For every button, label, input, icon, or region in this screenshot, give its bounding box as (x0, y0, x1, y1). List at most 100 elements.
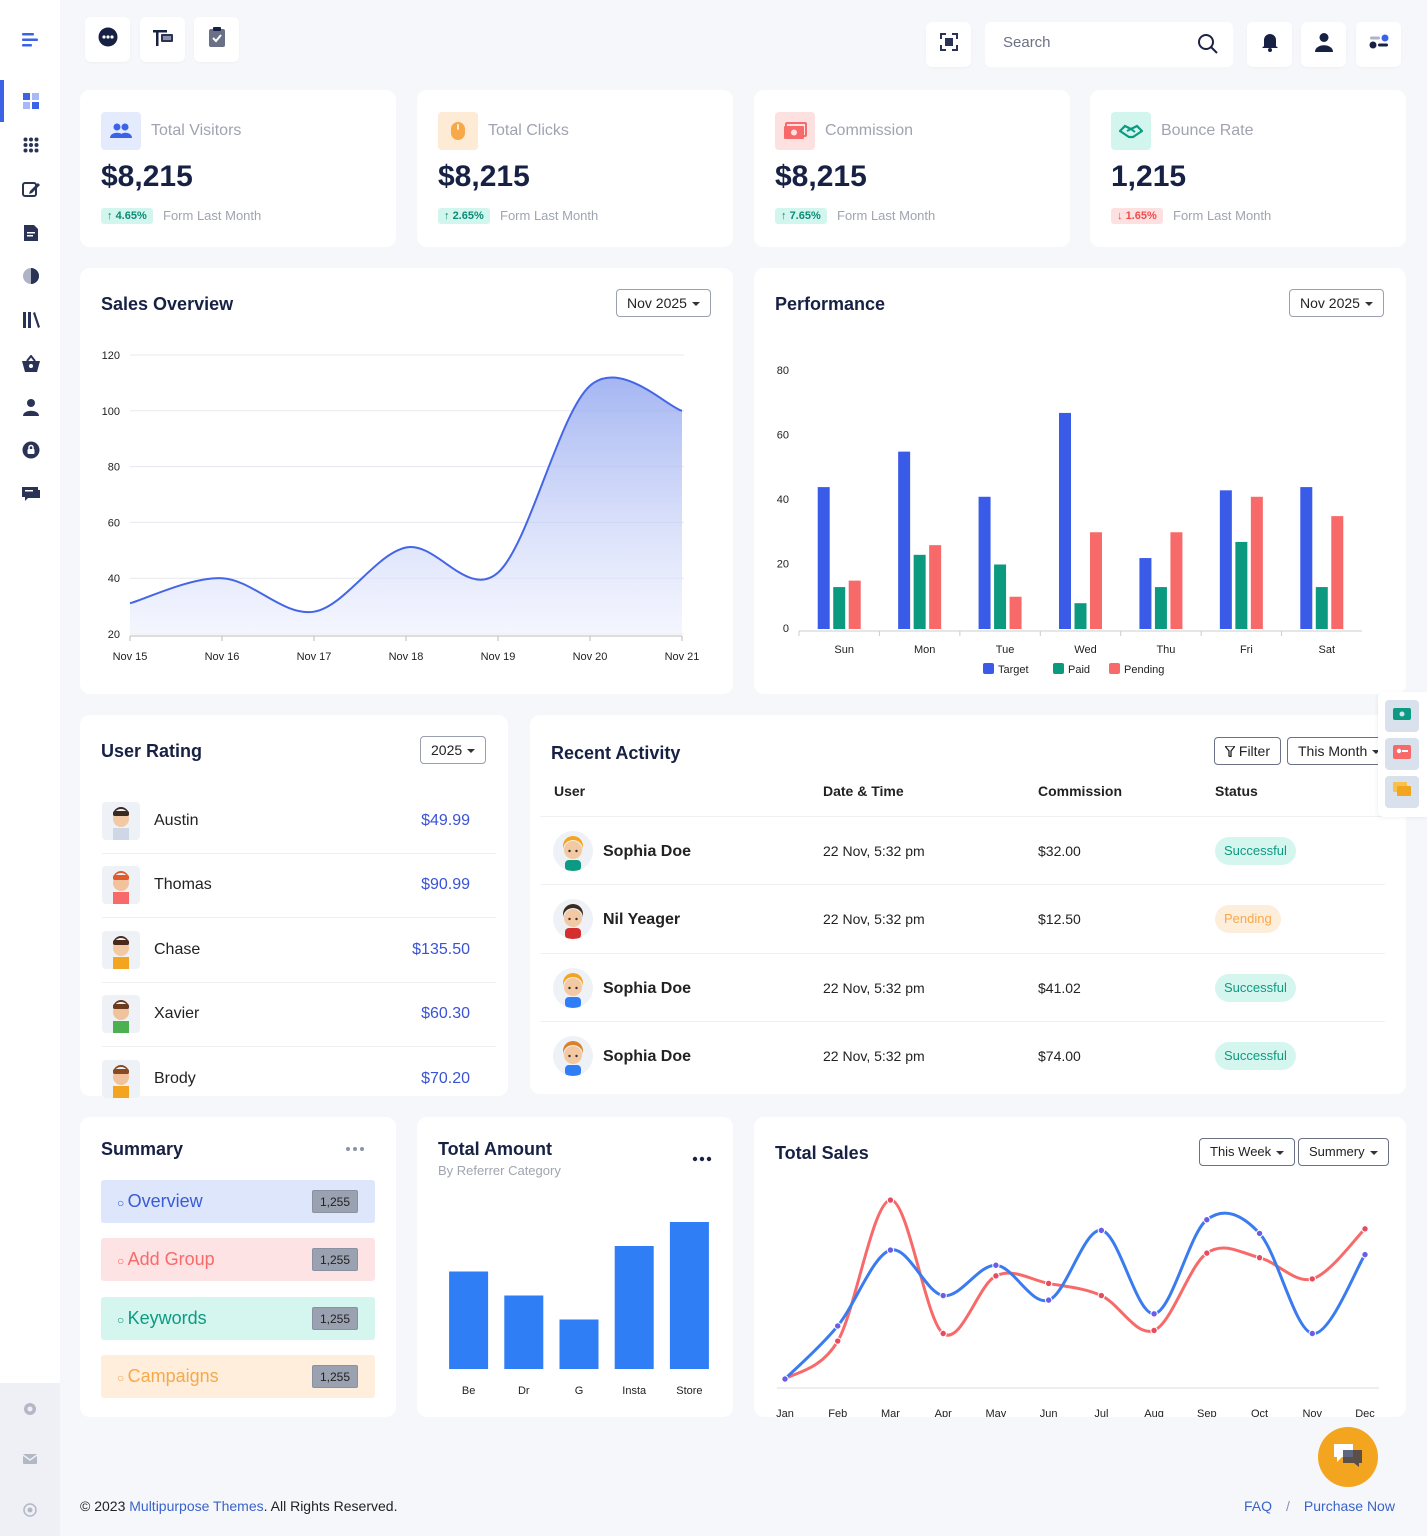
x-tick-label: Jun (1040, 1408, 1058, 1417)
pie-chart-icon[interactable] (20, 265, 42, 287)
x-tick-label: Nov 21 (665, 651, 700, 663)
more-options-icon[interactable] (345, 1141, 365, 1159)
money-icon (775, 112, 815, 150)
performance-period-dropdown[interactable]: Nov 2025 (1289, 289, 1384, 317)
chat-button[interactable] (1318, 1427, 1378, 1487)
user-name: Austin (154, 812, 199, 829)
mode-label: Summery (1309, 1144, 1365, 1159)
total-sales-chart: Jan Feb Mar Apr May Jun Jul Aug Sep Oct Nov Dec (776, 1196, 1379, 1417)
user-icon[interactable] (20, 396, 42, 418)
data-point (1255, 1229, 1264, 1238)
summary-item[interactable]: ○ Overview 1,255 (101, 1180, 375, 1223)
total-sales-period-dropdown[interactable]: This Week (1199, 1138, 1296, 1166)
footer-brand-link[interactable]: Multipurpose Themes (129, 1498, 264, 1514)
x-tick-label: Nov 18 (389, 651, 424, 663)
stat-card-commission: Commission $8,215 ↑ 7.65% Form Last Mont… (754, 90, 1070, 247)
bar (559, 1319, 599, 1369)
stat-change-badge: ↑ 7.65% (775, 208, 827, 224)
clipboard-button[interactable] (194, 17, 239, 62)
lock-icon[interactable] (20, 439, 42, 461)
power-icon[interactable] (19, 1499, 41, 1521)
edit-icon[interactable] (20, 178, 42, 200)
filter-button[interactable]: Filter (1214, 737, 1282, 765)
activity-commission: $41.02 (1038, 979, 1081, 996)
more-options-icon[interactable] (692, 1151, 712, 1169)
user-rating-row[interactable]: Brody $70.20 (102, 1048, 496, 1112)
quick-action-chat[interactable] (1385, 776, 1419, 808)
y-tick-label: 80 (777, 365, 789, 377)
sidebar-footer (0, 1383, 60, 1536)
quick-action-money[interactable] (1385, 700, 1419, 732)
user-name: Sophia Doe (603, 979, 692, 997)
x-tick-label: Dec (1355, 1408, 1375, 1417)
profile-button[interactable] (1301, 22, 1346, 67)
menu-toggle-icon[interactable] (16, 28, 44, 52)
activity-row[interactable]: Nil Yeager 22 Nov, 5:32 pm $12.50 Pending (540, 884, 1385, 952)
bar-paid (1315, 587, 1328, 629)
sidebar-active-indicator (0, 80, 4, 122)
data-point (1150, 1326, 1158, 1335)
user-rating-year-dropdown[interactable]: 2025 (420, 736, 487, 764)
fullscreen-button[interactable] (926, 22, 971, 67)
search-icon[interactable] (1197, 33, 1219, 60)
y-tick-label: 20 (777, 559, 789, 571)
circle-icon: ○ (117, 1196, 128, 1210)
x-tick-label: Nov 16 (205, 651, 240, 663)
apps-icon[interactable] (20, 134, 42, 156)
activity-period-dropdown[interactable]: This Month (1287, 737, 1392, 765)
user-rating-row[interactable]: Thomas $90.99 (102, 854, 496, 919)
y-tick-label: 40 (108, 573, 120, 585)
data-point (1255, 1253, 1264, 1262)
total-sales-mode-dropdown[interactable]: Summery (1298, 1138, 1389, 1166)
activity-row[interactable]: Sophia Doe 22 Nov, 5:32 pm $74.00 Successfu… (540, 1020, 1385, 1089)
x-tick-label: Nov 19 (481, 651, 516, 663)
summary-item[interactable]: ○ Add Group 1,255 (101, 1238, 375, 1282)
arrow-up-icon: ↑ (781, 210, 790, 222)
mail-icon[interactable] (19, 1448, 41, 1470)
stat-change-value: 7.65% (789, 210, 821, 222)
summary-item[interactable]: ○ Keywords 1,255 (101, 1296, 375, 1340)
user-rating-row[interactable]: Austin $49.99 (102, 790, 496, 854)
summary-item[interactable]: ○ Campaigns 1,255 (101, 1354, 375, 1398)
stat-card-visitors: Total Visitors $8,215 ↑ 4.65% Form Last … (80, 90, 396, 247)
user-rating-row[interactable]: Chase $135.50 (102, 919, 496, 983)
legend-label: Paid (1068, 664, 1090, 676)
summary-item-label: ○ Campaigns (117, 1366, 219, 1387)
chevron-down-icon (467, 749, 476, 754)
settings-toggle-button[interactable] (1356, 22, 1401, 67)
fullscreen-icon (939, 33, 958, 56)
filter-label: Filter (1238, 743, 1271, 759)
faq-link[interactable]: FAQ (1244, 1498, 1273, 1514)
data-point (1097, 1291, 1106, 1300)
avatar (102, 802, 140, 840)
search-input[interactable] (1003, 34, 1183, 51)
activity-row[interactable]: Sophia Doe 22 Nov, 5:32 pm $32.00 Successfu… (540, 816, 1385, 884)
chat-bubble-button[interactable] (85, 17, 130, 62)
flag-button[interactable] (140, 17, 185, 62)
sales-overview-title: Sales Overview (101, 294, 234, 314)
activity-row[interactable]: Sophia Doe 22 Nov, 5:32 pm $41.02 Successfu… (540, 952, 1385, 1021)
x-tick-label: Dr (518, 1385, 530, 1397)
library-icon[interactable] (20, 309, 42, 331)
user-rating-row[interactable]: Xavier $60.30 (102, 983, 496, 1048)
settings-icon[interactable] (19, 1398, 41, 1420)
footer-links: FAQ / Purchase Now (1244, 1498, 1395, 1514)
sales-overview-period-dropdown[interactable]: Nov 2025 (616, 289, 711, 317)
notifications-button[interactable] (1247, 22, 1292, 67)
user-name: Sophia Doe (603, 843, 692, 860)
document-icon[interactable] (20, 222, 42, 244)
x-tick-label: Be (462, 1385, 475, 1397)
summary-label-text: Campaigns (127, 1365, 219, 1386)
stat-change-value: 2.65% (452, 210, 484, 222)
total-sales-card: Total Sales This Week Summery Jan Feb Mar A… (754, 1117, 1406, 1417)
activity-commission: $32.00 (1038, 843, 1081, 859)
user-amount: $49.99 (421, 812, 470, 829)
performance-title: Performance (775, 294, 886, 314)
quick-actions-panel (1378, 692, 1427, 817)
quick-action-image[interactable] (1385, 738, 1419, 770)
basket-icon[interactable] (20, 353, 42, 375)
mouse-icon (438, 112, 478, 150)
purchase-now-link[interactable]: Purchase Now (1303, 1498, 1395, 1514)
chat-icon[interactable] (20, 483, 42, 505)
dashboard-icon[interactable] (20, 90, 42, 112)
